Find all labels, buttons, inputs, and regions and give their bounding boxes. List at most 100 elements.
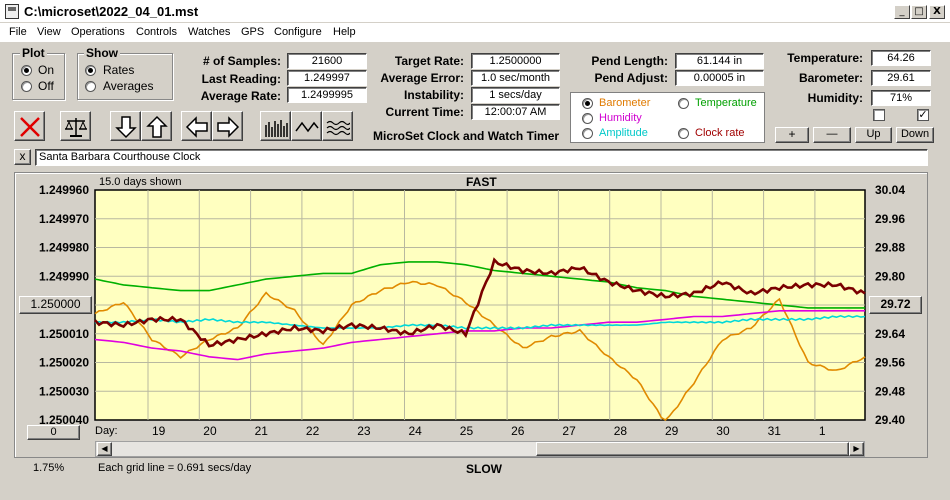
humidity-value: 71% (871, 90, 931, 106)
show-group-label: Show (84, 46, 120, 60)
series-amplitude-label: Amplitude (599, 127, 648, 139)
barometer-value: 29.61 (871, 70, 931, 86)
pend-adjust-value: 0.00005 in (675, 70, 764, 86)
menu-view[interactable]: View (37, 26, 61, 38)
down-button[interactable]: Down (896, 127, 934, 143)
bars-icon (265, 120, 288, 137)
series-barometer-radio[interactable] (582, 98, 593, 109)
up-button[interactable]: Up (855, 127, 892, 143)
scroll-left-button[interactable] (181, 111, 212, 141)
multiwave-view-button[interactable] (322, 111, 353, 141)
scroll-thumb[interactable] (536, 442, 849, 456)
instability-value: 1 secs/day (471, 87, 560, 103)
maximize-button[interactable]: □ (911, 5, 927, 19)
checkbox-2[interactable]: ✓ (917, 109, 929, 121)
calibrate-button[interactable] (60, 111, 91, 141)
shift-down-button[interactable] (110, 111, 141, 141)
plot-off-radio[interactable] (21, 81, 32, 92)
menu-configure[interactable]: Configure (274, 26, 322, 38)
y-left-tick-label: 1.249960 (39, 183, 89, 197)
plot-on-radio[interactable] (21, 65, 32, 76)
menu-bar: File View Operations Controls Watches GP… (0, 23, 950, 42)
menu-controls[interactable]: Controls (136, 26, 177, 38)
zoom-label: 1.75% (33, 462, 65, 474)
y-right-tick-label: 29.56 (875, 356, 905, 370)
x-tick-label: 26 (511, 424, 525, 438)
y-right-tick-label: 29.40 (875, 413, 905, 427)
checkbox-1[interactable] (873, 109, 885, 121)
chart-frame (14, 172, 928, 458)
y-left-tick-label: 1.249990 (39, 269, 89, 283)
series-humidity-radio[interactable] (582, 113, 593, 124)
x-tick-label: 23 (357, 424, 371, 438)
menu-file[interactable]: File (9, 26, 27, 38)
center-barometer-button[interactable]: 29.72 (869, 296, 922, 314)
minimize-button[interactable]: _ (894, 5, 910, 19)
scroll-right-arrow[interactable]: ▶ (849, 442, 864, 456)
x-tick-label: 21 (255, 424, 269, 438)
show-averages-radio[interactable] (85, 81, 96, 92)
clock-name-clear-button[interactable]: x (14, 149, 31, 165)
plus-button[interactable]: + (775, 127, 809, 143)
series-amplitude-radio[interactable] (582, 128, 593, 139)
show-rates-radio[interactable] (85, 65, 96, 76)
wave-view-button[interactable] (291, 111, 322, 141)
scale-icon (65, 118, 87, 137)
series-line (94, 309, 865, 361)
series-selector: Barometer Temperature Humidity Amplitude… (570, 92, 765, 143)
series-line (94, 314, 866, 330)
minus-button[interactable]: — (813, 127, 851, 143)
show-rates-label: Rates (103, 63, 135, 77)
scroll-left-arrow[interactable]: ◀ (97, 442, 112, 456)
average-error-label: Average Error: (380, 71, 464, 85)
chart-scrollbar[interactable]: ◀ ▶ (95, 441, 865, 457)
menu-gps[interactable]: GPS (241, 26, 265, 38)
x-tick-label: 20 (203, 424, 217, 438)
series-humidity-label: Humidity (599, 112, 642, 124)
plot-on-label: On (38, 63, 55, 77)
bars-view-button[interactable] (260, 111, 291, 141)
clear-icon (20, 117, 40, 137)
humidity-label: Humidity: (807, 91, 863, 105)
x-tick-label: 30 (716, 424, 730, 438)
shift-up-button[interactable] (141, 111, 172, 141)
close-button[interactable]: X (929, 5, 945, 19)
menu-watches[interactable]: Watches (188, 26, 231, 38)
last-reading-value: 1.249997 (287, 70, 367, 86)
samples-label: # of Samples: (202, 54, 281, 68)
average-error-value: 1.0 sec/month (471, 70, 560, 86)
current-time-value: 12:00:07 AM (471, 104, 560, 120)
center-rate-button[interactable]: 1.250000 (19, 296, 92, 314)
days-shown-label: 15.0 days shown (99, 176, 182, 188)
series-temperature-radio[interactable] (678, 98, 689, 109)
menu-help[interactable]: Help (333, 26, 356, 38)
average-rate-label: Average Rate: (200, 89, 281, 103)
y-left-tick-label: 1.250020 (39, 356, 89, 370)
y-left-tick-label: 1.250030 (39, 384, 89, 398)
series-line (94, 261, 865, 309)
target-rate-value: 1.2500000 (471, 53, 560, 69)
samples-value: 21600 (287, 53, 367, 69)
last-reading-label: Last Reading: (201, 72, 281, 86)
wave-icon (295, 121, 319, 133)
offset-button[interactable]: 0 (27, 425, 80, 440)
day-axis-label: Day: (95, 425, 118, 437)
x-tick-label: 1 (819, 424, 826, 438)
pend-length-value: 61.144 in (675, 53, 764, 69)
clock-name-input[interactable]: Santa Barbara Courthouse Clock (35, 149, 928, 166)
show-averages-label: Averages (103, 79, 154, 93)
scroll-right-button[interactable] (212, 111, 243, 141)
x-tick-label: 27 (562, 424, 576, 438)
series-clockrate-radio[interactable] (678, 128, 689, 139)
pend-adjust-label: Pend Adjust: (594, 71, 668, 85)
x-tick-label: 28 (614, 424, 628, 438)
down-arrow-icon (115, 116, 137, 139)
series-temperature-label: Temperature (695, 97, 757, 109)
menu-operations[interactable]: Operations (71, 26, 125, 38)
current-time-label: Current Time: (385, 105, 464, 119)
clear-button[interactable] (14, 111, 45, 141)
x-tick-label: 19 (152, 424, 166, 438)
instability-label: Instability: (403, 88, 464, 102)
y-right-tick-label: 29.88 (875, 241, 905, 255)
